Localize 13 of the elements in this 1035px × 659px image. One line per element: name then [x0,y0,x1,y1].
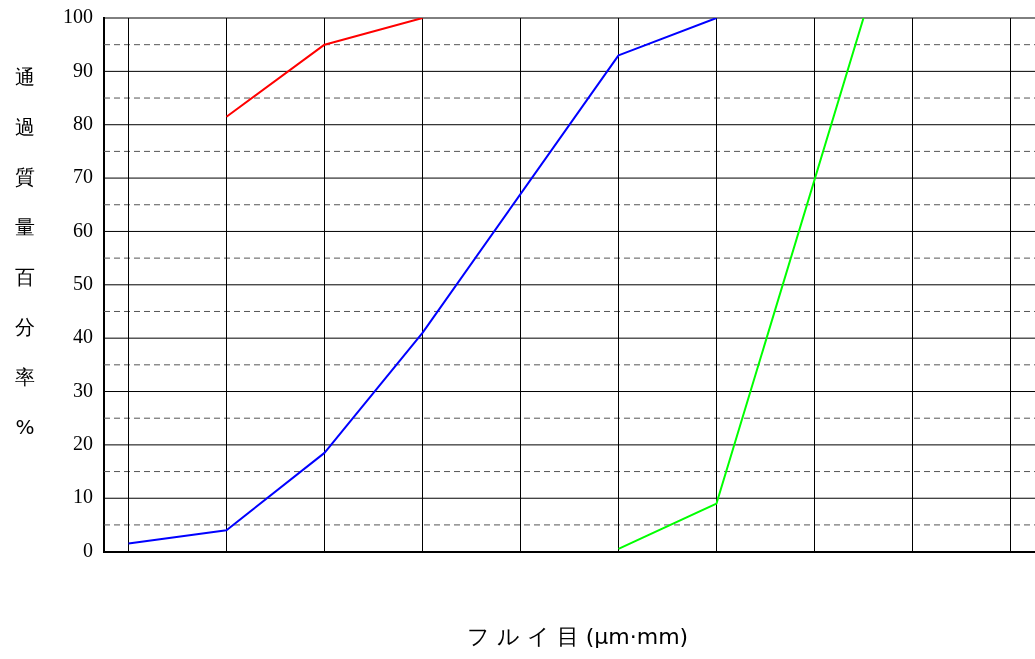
y-tick-label: 10 [73,485,93,508]
y-tick-label: 30 [73,378,93,401]
y-tick-label: 50 [73,272,93,295]
y-tick-label: 80 [73,111,93,134]
y-tick-label: 70 [73,165,93,188]
y-tick-label: 90 [73,58,93,81]
x-axis-title: フ ル イ 目 (μm·mm) [465,623,690,651]
y-tick-label: 0 [83,538,93,561]
y-tick-label: 60 [73,218,93,241]
y-tick-label: 100 [63,5,93,28]
text: 通過質量百分率% [15,65,35,439]
y-tick-label: 20 [73,432,93,455]
y-tick-label: 40 [73,325,93,348]
